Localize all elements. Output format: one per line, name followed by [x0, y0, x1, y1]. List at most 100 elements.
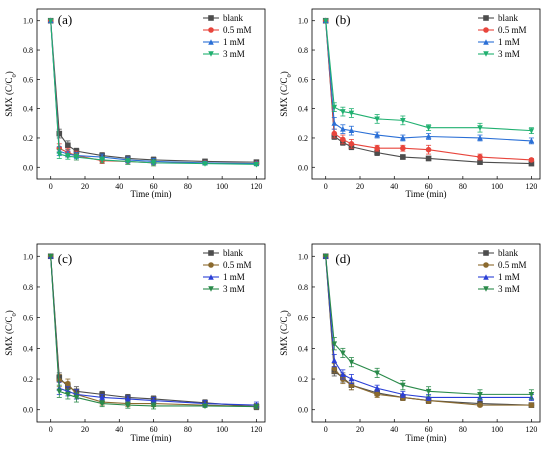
- data-point: [374, 116, 380, 123]
- y-tick-label: 0.6: [298, 75, 308, 84]
- data-point: [528, 137, 535, 144]
- legend-label: 1 mM: [498, 37, 520, 47]
- panel-label: (b): [335, 12, 350, 27]
- legend-marker: [208, 39, 214, 45]
- data-point: [150, 160, 157, 167]
- data-point: [331, 357, 338, 364]
- y-tick-label: 0.6: [23, 314, 33, 323]
- legend-item: 3 mM: [203, 49, 245, 59]
- x-tick-label: 120: [525, 182, 537, 191]
- x-tick-label: 20: [356, 425, 364, 434]
- panel-label: (d): [335, 251, 350, 266]
- data-point: [125, 402, 131, 409]
- x-tick-label: 40: [390, 425, 398, 434]
- legend-item: 1 mM: [203, 37, 245, 47]
- data-point: [374, 131, 380, 138]
- data-point: [65, 380, 71, 387]
- legend-item: 0.5 mM: [478, 25, 527, 35]
- data-point: [477, 125, 483, 131]
- y-tick-label: 0.2: [298, 375, 308, 384]
- legend-label: 1 mM: [223, 37, 245, 47]
- legend-label: 0.5 mM: [498, 260, 527, 270]
- data-point: [73, 154, 80, 161]
- data-point: [348, 127, 355, 134]
- legend-marker: [483, 39, 489, 45]
- data-point: [47, 18, 54, 24]
- legend-label: 1 mM: [223, 272, 245, 282]
- legend-item: 3 mM: [478, 49, 520, 59]
- x-tick-label: 20: [356, 182, 364, 191]
- data-point: [65, 142, 71, 149]
- legend-marker: [483, 286, 489, 292]
- y-tick-label: 0.6: [298, 314, 308, 323]
- data-point: [400, 154, 406, 160]
- legend-label: 3 mM: [223, 284, 245, 294]
- legend-item: blank: [478, 248, 518, 258]
- y-tick-label: 0.0: [23, 163, 33, 172]
- x-axis-title: Time (min): [131, 189, 172, 199]
- legend-marker: [208, 262, 214, 268]
- y-tick-label: 0.0: [298, 163, 308, 172]
- chart-panel-2: 0 20 40 60 80 100 120 0.0 0.2 0.4 0.6 0.8 1.0 Time (m…: [279, 8, 541, 199]
- data-point: [150, 397, 157, 403]
- y-tick-label: 0.2: [23, 134, 33, 143]
- legend-marker: [483, 262, 489, 268]
- y-tick-label: 0.2: [23, 375, 33, 384]
- data-point: [528, 391, 535, 398]
- y-tick-label: 0.4: [23, 105, 33, 114]
- data-point: [348, 110, 355, 117]
- legend-label: 1 mM: [498, 272, 520, 282]
- data-point: [477, 154, 483, 160]
- y-tick-label: 0.8: [23, 46, 33, 55]
- data-point: [331, 341, 338, 347]
- x-tick-label: 120: [250, 182, 262, 191]
- legend-label: 0.5 mM: [223, 260, 252, 270]
- y-tick-label: 1.0: [298, 252, 308, 261]
- data-point: [150, 403, 157, 410]
- data-point: [477, 391, 483, 398]
- data-point: [56, 130, 63, 137]
- data-point: [202, 161, 208, 167]
- x-tick-label: 0: [324, 182, 328, 191]
- legend-label: 3 mM: [498, 284, 520, 294]
- x-tick-label: 120: [250, 425, 262, 434]
- data-point: [56, 151, 63, 158]
- data-point: [202, 403, 208, 410]
- data-point: [374, 391, 380, 398]
- data-point: [374, 149, 380, 156]
- data-point: [322, 253, 329, 260]
- data-point: [425, 146, 432, 153]
- series-3-mm: [47, 18, 260, 168]
- y-tick-label: 0.4: [298, 344, 308, 353]
- data-point: [400, 382, 406, 389]
- data-point: [65, 153, 71, 160]
- chart-panel-3: 0 20 40 60 80 100 120 0.0 0.2 0.4 0.6 0.8 1.0 Time (m…: [4, 243, 266, 443]
- legend-label: 0.5 mM: [498, 25, 527, 35]
- y-tick-label: 0.4: [23, 344, 33, 353]
- data-point: [340, 125, 346, 132]
- legend-item: 3 mM: [203, 284, 245, 294]
- series-3-mm: [322, 253, 535, 400]
- y-tick-label: 1.0: [23, 252, 33, 261]
- y-tick-label: 0.8: [23, 283, 33, 292]
- x-tick-label: 60: [425, 425, 433, 434]
- data-point: [47, 253, 54, 260]
- x-tick-label: 60: [425, 182, 433, 191]
- data-point: [322, 18, 329, 24]
- x-tick-label: 120: [525, 425, 537, 434]
- data-point: [528, 402, 535, 408]
- y-tick-label: 0.0: [298, 406, 308, 415]
- x-tick-label: 0: [324, 425, 328, 434]
- legend-label: blank: [498, 13, 518, 23]
- data-point: [425, 388, 432, 395]
- x-tick-label: 40: [115, 182, 123, 191]
- legend-item: blank: [203, 13, 243, 23]
- data-point: [99, 157, 105, 164]
- x-tick-label: 20: [81, 182, 89, 191]
- data-point: [125, 159, 131, 165]
- plot-area: [311, 243, 541, 423]
- legend-item: 1 mM: [478, 272, 520, 282]
- data-point: [477, 402, 483, 408]
- data-point: [477, 159, 483, 165]
- legend: blank 0.5 mM 1 mM 3 mM: [478, 13, 527, 59]
